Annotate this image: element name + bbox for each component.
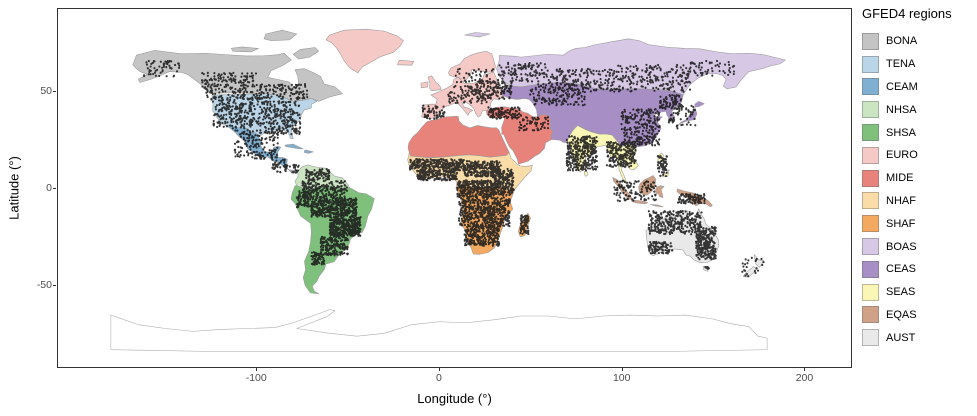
x-axis-title: Longitude (°) <box>417 391 492 406</box>
legend-label: EQAS <box>886 308 917 321</box>
legend-item-shsa: SHSA <box>862 121 952 144</box>
legend-item-euro: EURO <box>862 144 952 167</box>
x-tick-mark <box>804 368 806 371</box>
region-bona <box>132 50 343 102</box>
x-tick-label: -100 <box>245 372 267 384</box>
legend-label: TENA <box>886 58 916 71</box>
legend-label: BONA <box>886 35 918 48</box>
region-eqas <box>655 185 665 198</box>
legend-label: SEAS <box>886 286 916 299</box>
legend-label: BOAS <box>886 240 917 253</box>
antarctica-outline <box>110 309 768 352</box>
legend-label: AUST <box>886 331 916 344</box>
region-ceas <box>694 101 705 108</box>
y-tick-label: 50 <box>40 85 52 98</box>
region-euro <box>427 75 442 92</box>
region-ceam <box>284 143 304 150</box>
legend-swatch <box>862 55 879 73</box>
legend-item-boas: BOAS <box>862 235 952 258</box>
legend-item-shaf: SHAF <box>862 212 952 235</box>
legend-item-eqas: EQAS <box>862 304 952 327</box>
legend-label: EURO <box>886 149 918 162</box>
legend-title: GFED4 regions <box>862 6 952 21</box>
legend-item-ceam: CEAM <box>862 76 952 99</box>
legend-label: MIDE <box>886 172 914 185</box>
region-bona <box>292 47 319 60</box>
region-euro <box>325 28 404 74</box>
region-ceam <box>303 149 314 154</box>
region-euro <box>420 81 429 89</box>
y-tick-label: -50 <box>36 278 52 291</box>
legend-swatch <box>862 238 879 256</box>
y-axis-tick-labels: -50 0 50 <box>28 8 52 368</box>
legend-swatch <box>862 329 879 347</box>
y-tick-mark <box>53 284 56 286</box>
legend-swatch <box>862 260 879 278</box>
y-axis-title: Latitude (°) <box>6 156 22 220</box>
y-tick-mark <box>53 91 56 93</box>
region-euro <box>397 59 415 66</box>
x-axis-tick-labels: -100 0 100 200 <box>57 372 852 385</box>
region-bona <box>263 29 298 42</box>
x-tick-mark <box>438 368 440 371</box>
x-tick-label: 0 <box>436 372 442 384</box>
y-tick-label: 0 <box>46 182 52 194</box>
legend-swatch <box>862 101 879 119</box>
y-axis-tick-marks <box>53 8 57 368</box>
legend: GFED4 regions BONA TENA CEAM NHSA SHSA EURO MI… <box>862 6 952 349</box>
legend-swatch <box>862 146 879 164</box>
world-map-svg <box>110 28 786 352</box>
x-tick-mark <box>256 368 258 371</box>
legend-item-nhsa: NHSA <box>862 98 952 121</box>
x-tick-label: 100 <box>612 372 631 384</box>
legend-swatch <box>862 124 879 142</box>
x-tick-label: 200 <box>795 372 814 384</box>
legend-item-mide: MIDE <box>862 167 952 190</box>
legend-swatch <box>862 283 879 301</box>
legend-label: SHAF <box>886 217 916 230</box>
map-panel <box>57 8 852 368</box>
legend-label: CEAS <box>886 263 916 276</box>
y-tick-mark <box>53 188 56 189</box>
legend-label: NHSA <box>886 103 917 116</box>
legend-item-bona: BONA <box>862 30 952 53</box>
legend-swatch <box>862 169 879 187</box>
legend-label: SHSA <box>886 126 916 139</box>
legend-swatch <box>862 215 879 233</box>
legend-items: BONA TENA CEAM NHSA SHSA EURO MIDE NHAF SHAF BOAS… <box>862 30 952 349</box>
legend-item-nhaf: NHAF <box>862 190 952 213</box>
region-seas <box>584 170 589 177</box>
legend-item-tena: TENA <box>862 53 952 76</box>
legend-item-seas: SEAS <box>862 281 952 304</box>
legend-label: NHAF <box>886 194 916 207</box>
region-boas <box>464 32 491 38</box>
region-eqas <box>631 199 649 205</box>
x-axis-tick-marks <box>57 368 852 372</box>
fire-location-dots <box>142 59 765 278</box>
x-tick-mark <box>621 368 623 371</box>
region-mide <box>407 116 510 158</box>
legend-swatch <box>862 78 879 96</box>
region-bona <box>230 46 259 53</box>
legend-swatch <box>862 192 879 210</box>
region-aust <box>753 254 765 268</box>
region-mide <box>486 106 554 165</box>
legend-item-ceas: CEAS <box>862 258 952 281</box>
legend-label: CEAM <box>886 80 918 93</box>
legend-swatch <box>862 306 879 324</box>
legend-swatch <box>862 32 879 50</box>
legend-item-aust: AUST <box>862 326 952 349</box>
region-eqas <box>650 204 664 208</box>
